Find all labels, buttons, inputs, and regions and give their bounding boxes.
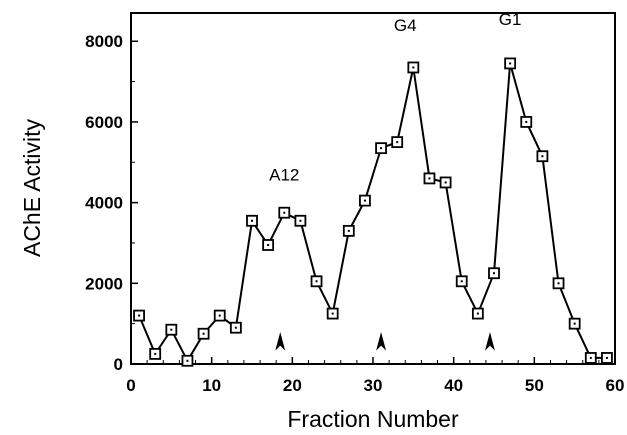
x-tick-label: 10: [202, 376, 221, 395]
data-point: [149, 348, 162, 360]
x-tick-label: 0: [126, 376, 135, 395]
x-tick-label: 60: [606, 376, 625, 395]
x-tick-label: 50: [525, 376, 544, 395]
data-point: [375, 142, 387, 155]
plot-area-frame: [130, 12, 616, 365]
data-point: [246, 214, 258, 227]
x-tick-label: 20: [283, 376, 302, 395]
data-point: [601, 352, 613, 364]
peak-label: G4: [394, 16, 417, 35]
data-point: [520, 116, 533, 128]
data-point: [229, 321, 242, 334]
data-point: [455, 275, 468, 288]
peak-label: A12: [269, 165, 299, 184]
data-point: [488, 267, 500, 280]
x-axis-title: Fraction Number: [287, 406, 459, 432]
data-point: [504, 57, 517, 70]
data-point: [262, 239, 275, 251]
peak-labels: A12 G4 G1: [269, 10, 521, 184]
data-point: [552, 277, 565, 290]
data-point: [584, 352, 597, 364]
data-point: [568, 317, 581, 330]
arrow-marker: [376, 332, 387, 351]
data-point: [310, 275, 323, 288]
y-tick-label: 0: [114, 355, 123, 374]
y-axis: 0 2000 4000 6000 8000: [85, 32, 138, 374]
series-line: [138, 63, 607, 363]
data-point: [197, 327, 210, 340]
y-axis-title: AChE Activity: [19, 118, 45, 257]
data-point: [133, 309, 145, 322]
y-tick-label: 2000: [85, 274, 123, 293]
peak-label: G1: [499, 10, 522, 29]
arrow-marker: [485, 332, 495, 351]
data-point: [326, 307, 339, 320]
arrow-marker: [275, 332, 286, 351]
data-point: [342, 224, 355, 237]
data-point: [165, 323, 178, 336]
data-point: [471, 307, 484, 320]
data-point: [407, 61, 420, 74]
series: [133, 57, 613, 367]
x-axis: 0 10 20 30 40 50 60: [126, 357, 624, 395]
data-point: [423, 172, 436, 185]
x-tick-label: 40: [444, 376, 463, 395]
data-point: [359, 194, 371, 207]
data-point: [213, 309, 226, 322]
data-point: [536, 150, 549, 163]
data-point: [439, 176, 452, 189]
y-tick-label: 4000: [85, 194, 123, 213]
data-point: [391, 136, 404, 149]
data-point: [181, 354, 194, 367]
x-tick-label: 30: [364, 376, 383, 395]
y-tick-label: 8000: [85, 32, 123, 51]
data-point: [294, 214, 307, 227]
fraction-arrow-markers: [275, 332, 495, 351]
y-tick-label: 6000: [85, 113, 123, 132]
data-point: [278, 206, 291, 219]
